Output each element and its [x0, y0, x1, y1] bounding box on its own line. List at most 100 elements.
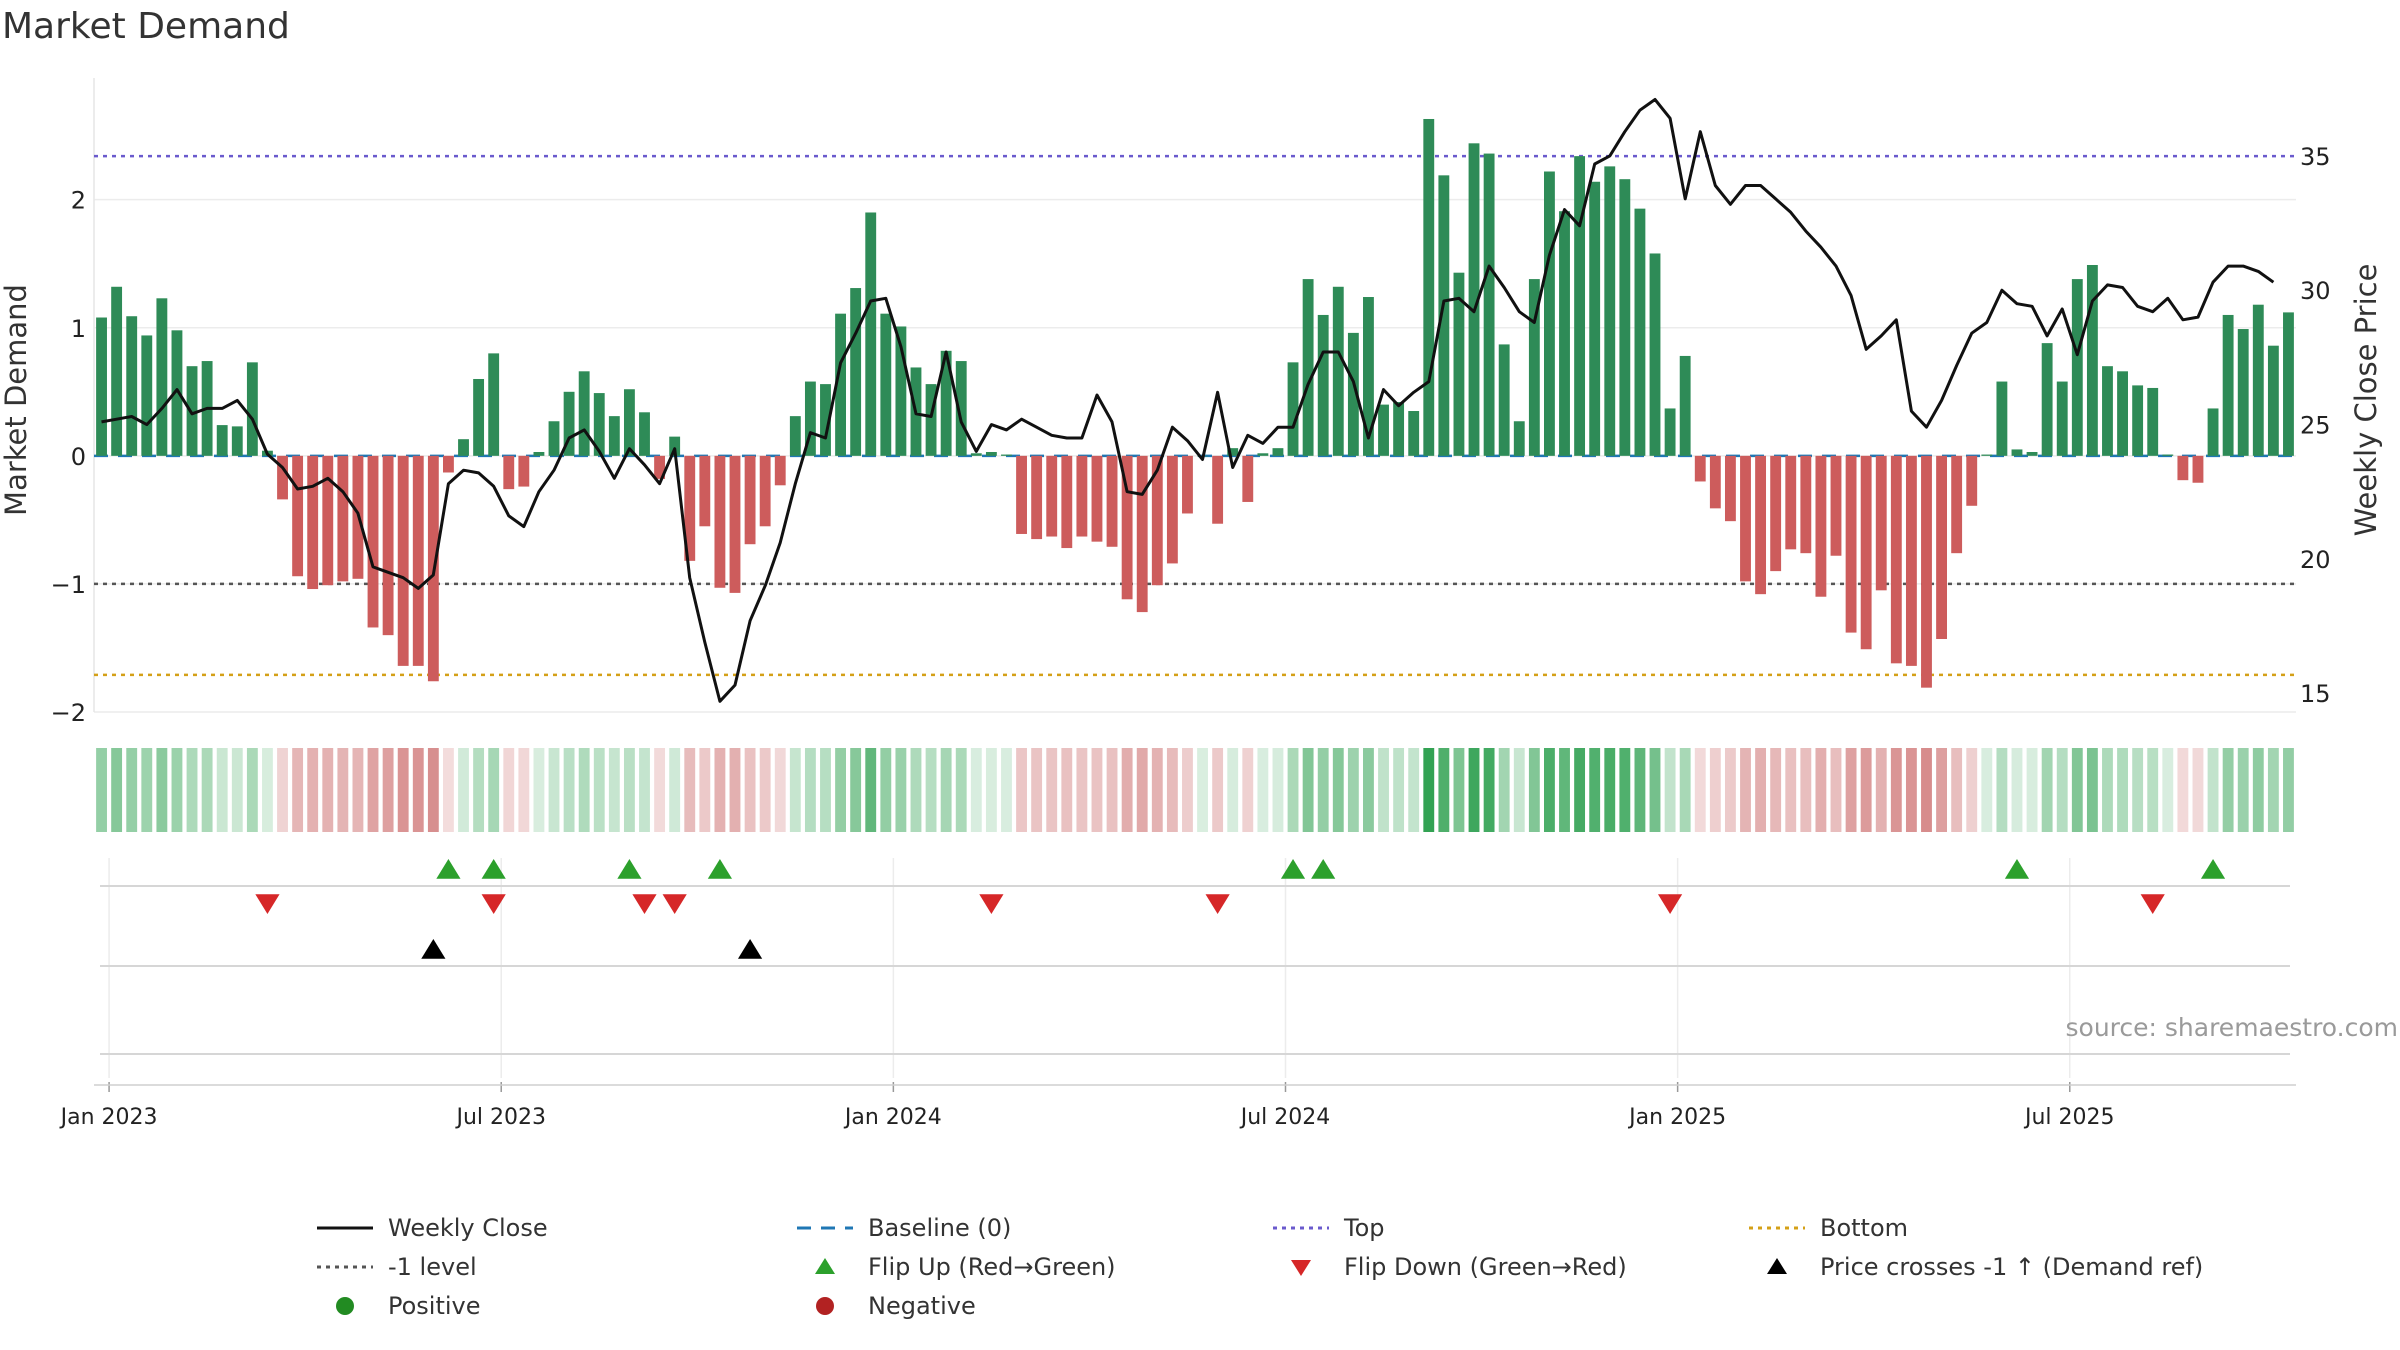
demand-bar [744, 455, 756, 545]
demand-bar [895, 326, 907, 456]
demand-bar [548, 421, 560, 456]
intensity-cell [2071, 748, 2083, 832]
intensity-cell [1679, 748, 1691, 832]
left-tick-label: 2 [71, 187, 86, 215]
demand-bar [533, 451, 545, 456]
intensity-cell [548, 748, 560, 832]
demand-bar [1317, 314, 1329, 456]
intensity-cell [1408, 748, 1420, 832]
legend-weekly-close: Weekly Close [310, 1214, 548, 1242]
demand-bar [2162, 454, 2174, 456]
intensity-cell [1875, 748, 1887, 832]
intensity-cell [1740, 748, 1751, 832]
intensity-cell [2117, 748, 2128, 832]
intensity-cell [246, 748, 258, 832]
intensity-cell [774, 748, 786, 832]
demand-bar [1242, 455, 1254, 502]
intensity-cell [1513, 748, 1525, 832]
demand-bar [1936, 455, 1947, 639]
demand-bar [2267, 345, 2279, 456]
demand-bar [578, 371, 590, 456]
x-tick-label: Jul 2023 [454, 1105, 546, 1130]
intensity-cell [985, 748, 997, 832]
grid-lines [93, 78, 2296, 1078]
demand-bar [970, 453, 982, 456]
intensity-cell [352, 748, 364, 832]
demand-bar [1740, 455, 1751, 582]
intensity-cell [593, 748, 605, 832]
demand-bar [1272, 448, 1284, 456]
intensity-cell [865, 748, 877, 832]
intensity-cell [277, 748, 288, 832]
demand-bar [1589, 181, 1601, 456]
demand-bar [940, 350, 952, 456]
demand-bar [1815, 455, 1827, 597]
intensity-cell [443, 748, 454, 832]
demand-bar [141, 335, 153, 456]
intensity-cell [2056, 748, 2068, 832]
demand-bar [1860, 455, 1872, 650]
intensity-cell [262, 748, 273, 832]
demand-bar [654, 455, 666, 479]
demand-bar [1438, 175, 1450, 456]
intensity-cell [804, 748, 816, 832]
legend-negative: Negative [790, 1292, 976, 1320]
intensity-cell [141, 748, 153, 832]
price-cross-marker [737, 939, 763, 959]
demand-bar [1227, 448, 1239, 456]
intensity-cell [518, 748, 530, 832]
intensity-cell [789, 748, 801, 832]
flip-up-marker [1280, 859, 1306, 879]
intensity-cell [1830, 748, 1842, 832]
demand-bar [1830, 455, 1842, 556]
intensity-cell [1890, 748, 1902, 832]
intensity-cell [1272, 748, 1284, 832]
legend-bottom: Bottom [1742, 1214, 1908, 1242]
intensity-cell [1634, 748, 1646, 832]
intensity-cell [578, 748, 590, 832]
intensity-cell [1770, 748, 1782, 832]
demand-bar [2132, 385, 2144, 456]
demand-bar [382, 455, 394, 636]
flip-down-marker [632, 894, 657, 914]
legend-price-cross: Price crosses -1 ↑ (Demand ref) [1742, 1253, 2203, 1281]
intensity-cell [367, 748, 379, 832]
demand-bar [2237, 329, 2249, 456]
intensity-cell [1981, 748, 1993, 832]
intensity-cell [1544, 748, 1555, 832]
intensity-cell [2147, 748, 2159, 832]
demand-bar [1212, 455, 1224, 524]
intensity-cell [1378, 748, 1389, 832]
intensity-cell [1136, 748, 1148, 832]
legend-minus1-level: -1 level [310, 1253, 477, 1281]
intensity-cell [1966, 748, 1978, 832]
intensity-cell [1046, 748, 1058, 832]
intensity-cell [955, 748, 967, 832]
demand-bar [1453, 272, 1465, 456]
intensity-cell [970, 748, 982, 832]
demand-bar [2056, 381, 2068, 456]
intensity-cell [1317, 748, 1329, 832]
demand-bar [669, 436, 681, 456]
intensity-cell [1212, 748, 1224, 832]
demand-bar [231, 426, 243, 456]
demand-bar [1709, 455, 1721, 509]
legend-label: Baseline (0) [868, 1214, 1012, 1242]
right-axis-title: Weekly Close Price [2349, 264, 2383, 537]
intensity-cell [1302, 748, 1314, 832]
demand-bar [1770, 455, 1782, 572]
intensity-cell [186, 748, 198, 832]
flip-up-marker [707, 859, 733, 879]
legend-top: Top [1266, 1214, 1385, 1242]
intensity-cell [2011, 748, 2023, 832]
x-tick-label: Jul 2025 [2023, 1105, 2115, 1130]
demand-bar [1544, 171, 1555, 456]
intensity-cell [1649, 748, 1661, 832]
flip-down-marker [979, 894, 1004, 914]
demand-bar [2283, 312, 2294, 456]
demand-bar [1604, 166, 1616, 456]
right-tick-label: 25 [2300, 412, 2331, 440]
demand-bar [820, 384, 831, 456]
intensity-cell [2252, 748, 2264, 832]
